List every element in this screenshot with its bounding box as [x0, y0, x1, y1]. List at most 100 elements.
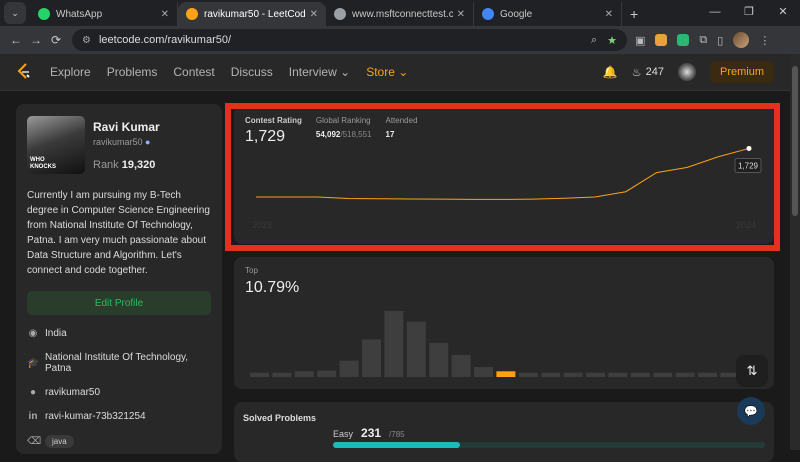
histogram-bar[interactable]	[295, 371, 314, 377]
browser-tab-msft[interactable]: www.msftconnecttest.com ✕	[326, 2, 474, 26]
minimize-icon[interactable]: —	[698, 0, 732, 26]
nav-problems[interactable]: Problems	[107, 65, 158, 79]
histogram-bar[interactable]	[452, 355, 471, 377]
nav-contest[interactable]: Contest	[173, 65, 214, 79]
github-text[interactable]: ravikumar50	[45, 387, 100, 398]
close-window-icon[interactable]: ✕	[766, 0, 800, 26]
location-item: ◉India	[27, 328, 211, 339]
browser-tab-whatsapp[interactable]: WhatsApp ✕	[30, 2, 178, 26]
profile-bio: Currently I am pursuing my B-Tech degree…	[27, 188, 211, 278]
profile-username: ravikumar50 ●	[93, 137, 160, 147]
nav-right-group: 🔔 ♨247 Premium	[603, 61, 774, 83]
nav-interview-label: Interview	[289, 65, 337, 79]
nav-explore[interactable]: Explore	[50, 65, 91, 79]
solved-title: Solved Problems	[243, 413, 765, 423]
leetcode-navbar: Explore Problems Contest Discuss Intervi…	[0, 54, 790, 91]
zoom-icon[interactable]: ⌕	[591, 34, 597, 47]
bookmark-star-icon[interactable]: ★	[607, 34, 617, 47]
extension-icon[interactable]	[655, 34, 667, 46]
browser-profile-avatar[interactable]	[733, 32, 749, 48]
browser-tab-google[interactable]: Google ✕	[474, 2, 622, 26]
leetcode-logo-icon[interactable]	[16, 63, 32, 81]
feedback-chat-icon[interactable]: 💬	[737, 397, 765, 425]
browser-tab-strip: ⌄ WhatsApp ✕ ravikumar50 - LeetCode Prof…	[0, 0, 800, 26]
rating-distribution-histogram[interactable]	[234, 257, 774, 389]
forward-icon[interactable]: →	[26, 33, 46, 47]
fire-icon: ♨	[632, 66, 642, 79]
menu-icon[interactable]: ⋮	[759, 34, 770, 47]
github-item[interactable]: ●ravikumar50	[27, 387, 211, 398]
linkedin-icon: in	[27, 411, 39, 422]
screenshot-icon[interactable]: ▣	[635, 34, 645, 47]
solved-problems-card: Solved Problems Easy 231 /785	[234, 402, 774, 462]
nav-discuss[interactable]: Discuss	[231, 65, 273, 79]
histogram-bar[interactable]	[676, 373, 695, 377]
tab-title: www.msftconnecttest.com	[352, 9, 453, 20]
verified-icon: ●	[145, 137, 150, 147]
histogram-bar[interactable]	[250, 373, 269, 377]
back-icon[interactable]: ←	[6, 33, 26, 47]
easy-progress-bar	[333, 442, 765, 448]
notification-bell-icon[interactable]: 🔔	[603, 65, 618, 79]
tab-title: WhatsApp	[56, 9, 157, 20]
sidepanel-icon[interactable]: ▯	[717, 34, 723, 47]
close-tab-icon[interactable]: ✕	[310, 9, 318, 20]
histogram-bar[interactable]	[541, 373, 560, 377]
close-tab-icon[interactable]: ✕	[605, 9, 613, 20]
whatsapp-favicon-icon	[38, 8, 50, 20]
histogram-bar[interactable]	[519, 373, 538, 377]
location-pin-icon: ◉	[27, 328, 39, 339]
histogram-bar[interactable]	[586, 373, 605, 377]
new-tab-button[interactable]: +	[630, 6, 638, 22]
tag-icon: ⌫	[27, 436, 39, 447]
histogram-bar[interactable]	[564, 373, 583, 377]
user-avatar[interactable]	[678, 63, 696, 81]
histogram-bar[interactable]	[340, 361, 359, 377]
histogram-bar[interactable]	[272, 373, 291, 377]
nav-interview[interactable]: Interview ⌄	[289, 65, 350, 79]
graduation-cap-icon: 🎓	[27, 358, 39, 369]
restore-icon[interactable]: ❐	[732, 0, 766, 26]
rank-value: 19,320	[122, 159, 156, 171]
nav-store[interactable]: Store ⌄	[366, 65, 408, 79]
histogram-bar[interactable]	[631, 373, 650, 377]
histogram-bar[interactable]	[317, 371, 336, 377]
puzzle-icon[interactable]: ⧉	[699, 34, 707, 47]
histogram-bar[interactable]	[362, 339, 381, 377]
profile-info: Ravi Kumar ravikumar50 ● Rank 19,320	[93, 116, 160, 174]
easy-row: Easy 231 /785	[333, 426, 405, 440]
close-tab-icon[interactable]: ✕	[161, 9, 169, 20]
nav-store-label: Store	[366, 65, 395, 79]
skill-tag[interactable]: java	[45, 435, 74, 448]
skills-item: ⌫ java	[27, 435, 211, 448]
extension-green-icon[interactable]	[677, 34, 689, 46]
streak-counter[interactable]: ♨247	[632, 66, 664, 79]
edit-profile-button[interactable]: Edit Profile	[27, 291, 211, 315]
switch-layout-icon[interactable]: ⇅	[736, 355, 768, 387]
annotation-highlight-box	[225, 103, 780, 251]
premium-button[interactable]: Premium	[710, 61, 774, 83]
histogram-bar[interactable]	[608, 373, 627, 377]
chevron-down-icon: ⌄	[398, 65, 408, 79]
linkedin-text[interactable]: ravi-kumar-73b321254	[45, 411, 146, 422]
tab-search-button[interactable]: ⌄	[4, 2, 26, 24]
easy-total: /785	[389, 430, 405, 439]
scrollbar-thumb[interactable]	[792, 66, 798, 216]
histogram-bar[interactable]	[429, 343, 448, 377]
page-scrollbar[interactable]	[790, 54, 800, 450]
reload-icon[interactable]: ⟳	[46, 33, 66, 47]
address-bar[interactable]: ⚙ leetcode.com/ravikumar50/ ⌕ ★	[72, 29, 627, 51]
browser-tab-leetcode[interactable]: ravikumar50 - LeetCode Profile ✕	[178, 2, 326, 26]
histogram-bar[interactable]	[698, 373, 717, 377]
histogram-bar[interactable]	[384, 311, 403, 377]
histogram-bar[interactable]	[653, 373, 672, 377]
histogram-bar[interactable]	[474, 367, 493, 377]
chevron-down-icon: ⌄	[340, 65, 350, 79]
histogram-bar-user[interactable]	[496, 371, 515, 377]
linkedin-item[interactable]: in ravi-kumar-73b321254	[27, 411, 211, 422]
google-favicon-icon	[482, 8, 494, 20]
histogram-bar[interactable]	[407, 322, 426, 377]
site-info-icon[interactable]: ⚙	[82, 35, 91, 46]
top-percentile-card: Top 10.79%	[234, 257, 774, 389]
close-tab-icon[interactable]: ✕	[457, 9, 465, 20]
